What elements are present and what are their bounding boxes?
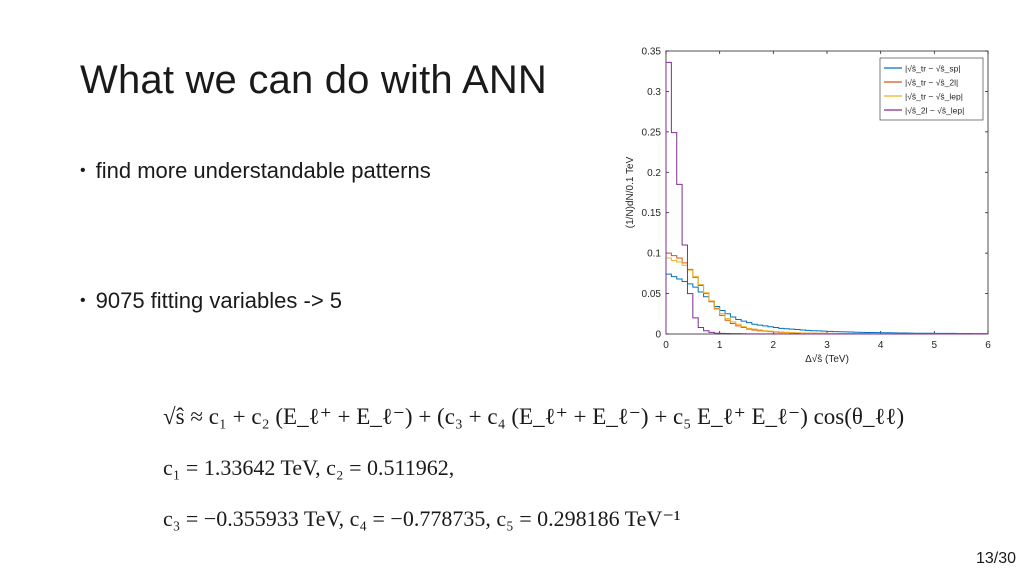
formula-coefficients-2: c₃ = −0.355933 TeV, c₄ = −0.778735, c₅ =… (163, 506, 681, 531)
y-tick-label: 0.15 (642, 208, 662, 219)
x-tick-label: 0 (663, 340, 669, 351)
y-tick-label: 0.3 (647, 87, 661, 98)
formula-main: √ŝ ≈ c₁ + c₂ (E_ℓ⁺ + E_ℓ⁻) + (c₃ + c₄ (E… (163, 404, 905, 429)
series-line (665, 252, 988, 335)
legend-label: |√ŝ_tr − √ŝ_2l| (905, 78, 958, 88)
histogram-chart: 0 1 2 3 4 5 6 0 0.05 0.1 0.15 0.2 0.25 0.3 0.35 Δ√ŝ (Te… (625, 47, 991, 366)
x-axis-label: Δ√ŝ (TeV) (805, 353, 849, 365)
x-tick-label: 5 (932, 340, 938, 351)
y-axis-label: (1/N)dN/0.1 TeV (625, 156, 636, 228)
slide-title: What we can do with ANN (80, 58, 548, 102)
x-tick-label: 6 (985, 340, 991, 351)
bullet-dot-icon: • (80, 162, 86, 179)
x-tick-label: 4 (878, 340, 884, 351)
x-tick-label: 2 (771, 340, 777, 351)
bullet-dot-icon: • (80, 292, 86, 309)
bullet-item: • find more understandable patterns (80, 158, 431, 184)
legend-label: |√ŝ_tr − √ŝ_lep| (905, 92, 963, 102)
x-tick-label: 1 (717, 340, 723, 351)
series-line (665, 257, 988, 335)
y-tick-label: 0.1 (647, 249, 661, 260)
y-tick-label: 0.25 (642, 127, 662, 138)
bullet-item: • 9075 fitting variables -> 5 (80, 288, 342, 314)
series-line (665, 61, 988, 335)
legend-label: |√ŝ_tr − √ŝ_sp| (905, 64, 961, 74)
page-number: 13/30 (975, 550, 1016, 567)
bullet-text: find more understandable patterns (95, 158, 431, 183)
bullet-text: 9075 fitting variables -> 5 (95, 288, 343, 313)
formula-coefficients-1: c₁ = 1.33642 TeV, c₂ = 0.511962, (163, 455, 455, 480)
y-tick-label: 0.05 (642, 289, 662, 300)
y-tick-label: 0 (655, 330, 661, 341)
legend-label: |√ŝ_2l − √ŝ_lep| (905, 106, 964, 116)
y-tick-label: 0.2 (647, 168, 661, 179)
x-tick-label: 3 (824, 340, 830, 351)
y-tick-label: 0.35 (642, 47, 662, 58)
